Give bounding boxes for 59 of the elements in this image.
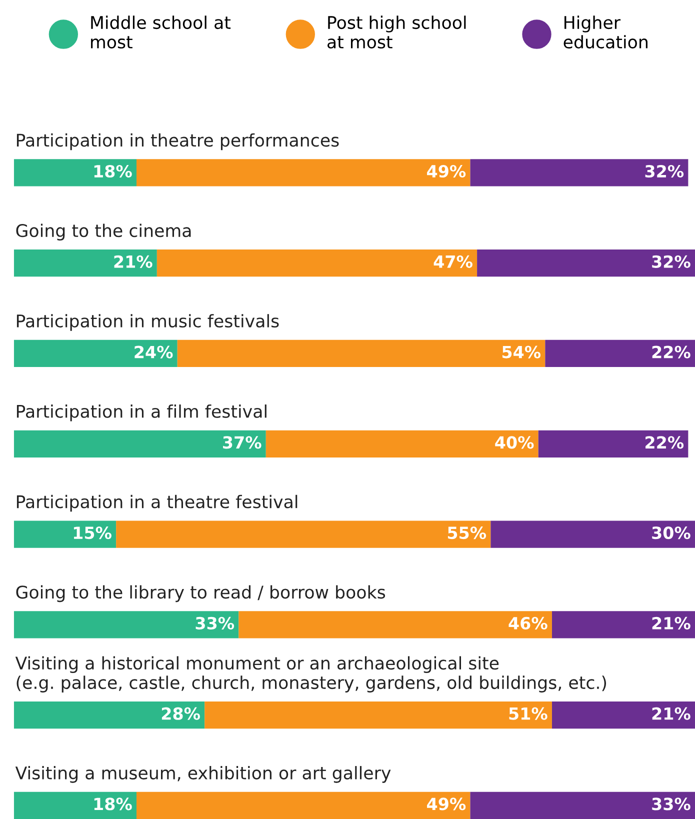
data-label: 18% <box>94 798 132 810</box>
bar <box>545 340 695 368</box>
bar <box>177 340 546 368</box>
y-tick-label: Going to the cinema <box>16 224 191 241</box>
data-label: 32% <box>652 255 690 268</box>
y-tick-label: Participation in a film festival <box>16 404 266 422</box>
bar <box>470 159 688 186</box>
data-label: 55% <box>448 526 486 540</box>
bar <box>14 701 205 729</box>
data-label: 24% <box>134 346 173 358</box>
bar <box>477 250 695 277</box>
data-label: 51% <box>509 707 548 720</box>
bar <box>266 430 538 458</box>
bar <box>136 159 470 186</box>
data-label: 22% <box>652 346 690 358</box>
legend-label: Post high school at most <box>327 16 466 49</box>
data-label: 30% <box>652 526 690 540</box>
data-label: 33% <box>196 616 234 630</box>
data-label: 47% <box>434 255 472 268</box>
data-label: 18% <box>94 164 132 178</box>
bar <box>14 430 266 458</box>
legend-label: Higher education <box>564 16 648 49</box>
bar <box>14 340 178 368</box>
bar <box>14 611 239 638</box>
data-label: 40% <box>495 436 534 449</box>
bar <box>116 520 491 548</box>
data-label: 46% <box>508 616 548 630</box>
bar <box>490 520 695 548</box>
data-label: 49% <box>427 798 466 810</box>
y-tick-label: Participation in a theatre festival <box>16 494 298 512</box>
y-tick-label: Participation in theatre performances <box>16 133 339 150</box>
data-label: 49% <box>427 164 466 178</box>
bar <box>238 611 552 638</box>
bar <box>156 250 478 277</box>
bar <box>14 792 136 819</box>
bar <box>14 250 157 277</box>
y-tick-label: Visiting a historical monument or an archaeological site (e.g. palace, castle, church, monastery, gardens, old buildings, etc.) <box>15 656 606 692</box>
bar <box>538 430 688 458</box>
data-label: 54% <box>502 346 541 358</box>
bar <box>14 159 136 186</box>
bar <box>136 792 470 819</box>
data-label: 33% <box>652 798 690 810</box>
data-label: 32% <box>645 164 684 178</box>
legend-label: Middle school at most <box>91 16 231 49</box>
data-label: 22% <box>646 436 684 449</box>
data-label: 37% <box>223 436 262 449</box>
bar <box>14 520 116 548</box>
y-tick-label: Participation in music festivals <box>16 314 279 331</box>
bar <box>552 701 695 729</box>
y-tick-label: Going to the library to read / borrow books <box>16 585 386 602</box>
bar <box>552 611 695 638</box>
data-label: 21% <box>114 255 152 268</box>
data-label: 28% <box>162 707 200 720</box>
y-tick-label: Visiting a museum, exhibition or art gallery <box>15 766 391 783</box>
data-label: 21% <box>652 616 690 630</box>
bar <box>470 792 695 819</box>
data-label: 15% <box>74 526 112 540</box>
bar <box>204 701 552 729</box>
data-label: 21% <box>652 707 690 720</box>
